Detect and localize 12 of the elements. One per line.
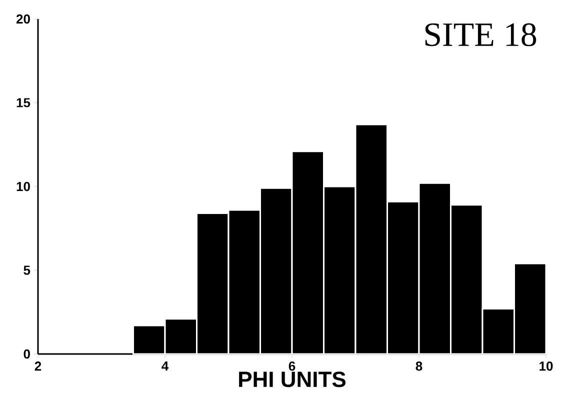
x-axis-title: PHI UNITS xyxy=(239,372,346,388)
x-tick-label: 6 xyxy=(288,362,296,371)
chart-title: SITE 18 xyxy=(425,23,536,46)
x-tick-label: 8 xyxy=(416,362,422,371)
x-tick-label: 2 xyxy=(34,362,42,371)
y-tick-label: 0 xyxy=(24,349,30,359)
y-tick-label: 15 xyxy=(16,98,30,108)
y-tick-label: 10 xyxy=(16,182,30,192)
y-tick-label: 20 xyxy=(16,14,30,24)
x-tick-label: 10 xyxy=(540,362,553,371)
x-tick-label: 4 xyxy=(162,362,169,370)
y-tick-label: 5 xyxy=(24,266,30,275)
